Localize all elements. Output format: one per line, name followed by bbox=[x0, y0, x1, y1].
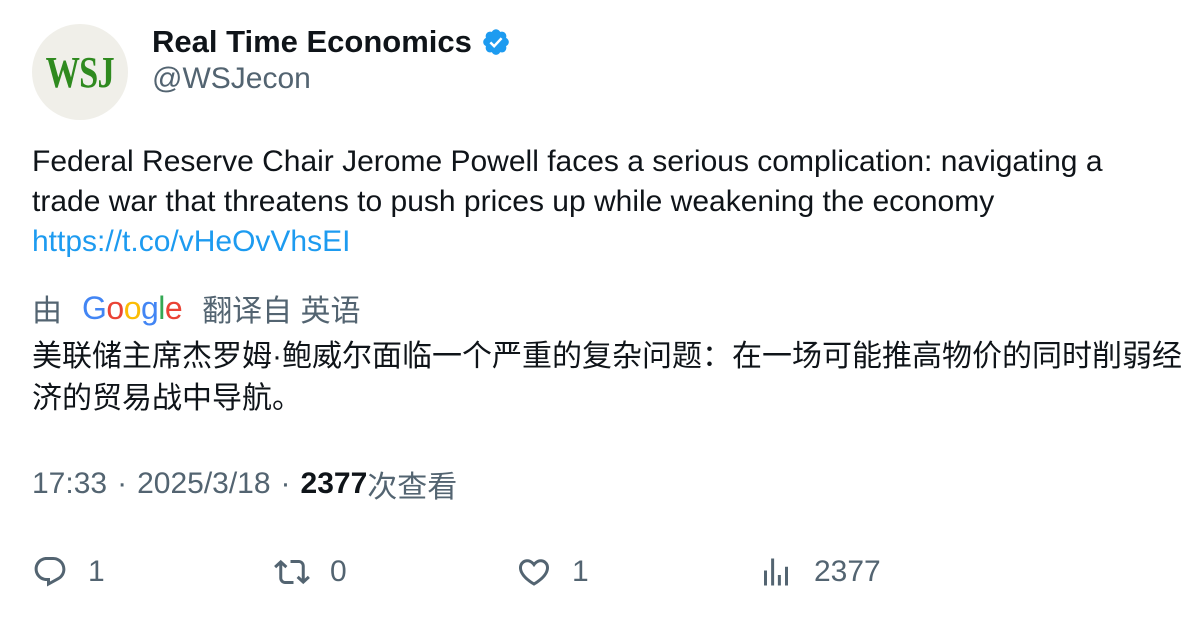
tweet-meta: 17:33 · 2025/3/18 · 2377 次查看 bbox=[32, 464, 457, 504]
views-action-count: 2377 bbox=[814, 555, 881, 588]
like-button[interactable]: 1 bbox=[516, 550, 589, 594]
retweet-icon bbox=[274, 559, 310, 585]
display-name[interactable]: Real Time Economics bbox=[152, 24, 472, 59]
separator-dot: · bbox=[280, 467, 291, 500]
retweet-count: 0 bbox=[330, 555, 347, 588]
heart-icon bbox=[518, 559, 550, 586]
action-bar: 1 0 1 2377 bbox=[0, 550, 1196, 594]
avatar[interactable]: WSJ bbox=[32, 24, 128, 120]
views-button[interactable]: 2377 bbox=[758, 550, 881, 594]
tweet-time[interactable]: 17:33 bbox=[32, 467, 108, 500]
tweet-body: Federal Reserve Chair Jerome Powell face… bbox=[32, 145, 1103, 218]
reply-icon bbox=[34, 557, 66, 587]
translated-text: 美联储主席杰罗姆·鲍威尔面临一个严重的复杂问题：在一场可能推高物价的同时削弱经济… bbox=[32, 340, 1182, 415]
retweet-button[interactable]: 0 bbox=[274, 550, 347, 594]
views-count: 2377 bbox=[300, 467, 368, 500]
author-handle[interactable]: @WSJecon bbox=[152, 62, 311, 95]
tweet-link[interactable]: https://t.co/vHeOvVhsEI bbox=[32, 225, 351, 258]
google-logo: Google bbox=[82, 289, 183, 326]
translation-prefix: 由 bbox=[32, 295, 62, 328]
tweet-text: Federal Reserve Chair Jerome Powell face… bbox=[32, 142, 1172, 262]
wsj-logo: WSJ bbox=[45, 47, 115, 97]
tweet-date[interactable]: 2025/3/18 bbox=[137, 467, 271, 500]
translation-suffix: 翻译自 英语 bbox=[202, 295, 361, 328]
separator-dot: · bbox=[117, 467, 128, 500]
views-label: 次查看 bbox=[367, 471, 458, 504]
verified-badge-icon[interactable] bbox=[481, 27, 511, 57]
analytics-icon bbox=[764, 558, 788, 586]
translation-attribution: 由 Google 翻译自 英语 bbox=[32, 286, 361, 330]
author-name-row: Real Time Economics bbox=[152, 22, 511, 62]
reply-count: 1 bbox=[88, 555, 105, 588]
reply-button[interactable]: 1 bbox=[32, 550, 105, 594]
like-count: 1 bbox=[572, 555, 589, 588]
